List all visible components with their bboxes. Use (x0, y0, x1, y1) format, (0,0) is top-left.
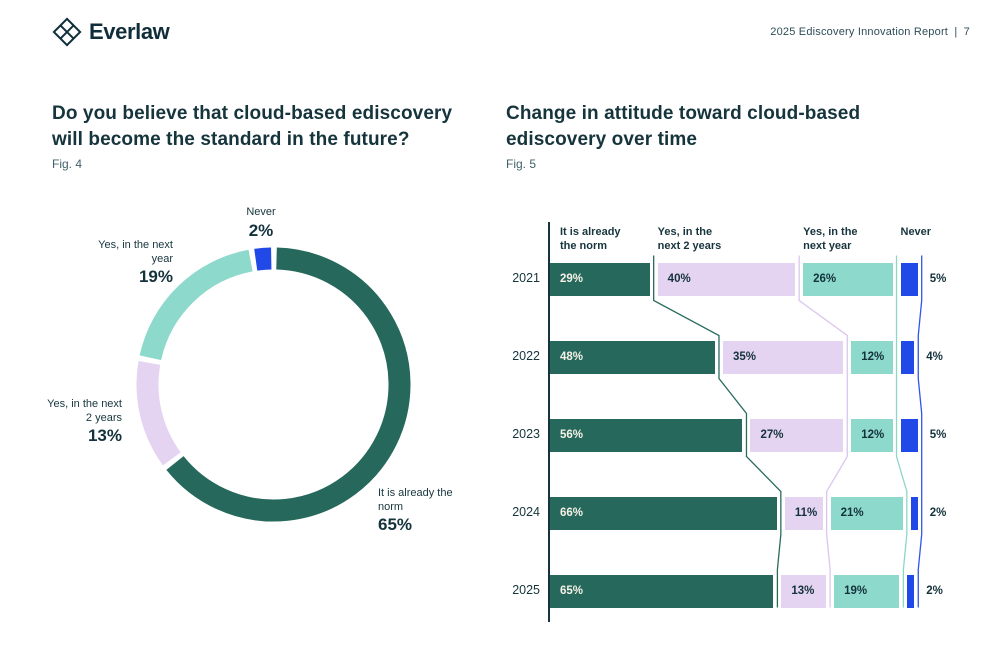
donut-label-never: Never 2% (216, 206, 306, 241)
bar-segment-2024-lavender (784, 496, 823, 530)
donut-segment-teal (166, 247, 411, 522)
bar-value-2021-mint: 26% (813, 272, 837, 285)
bar-segment-2022-mint (851, 340, 893, 374)
flow-line-blue (917, 255, 923, 608)
donut-label-already-norm: It is already the norm 65% (378, 487, 462, 535)
donut-label-next-2-years: Yes, in the next 2 years 13% (42, 398, 122, 446)
bar-value-2021-teal: 29% (560, 272, 584, 285)
year-label-2021: 2021 (512, 271, 540, 285)
year-label-2024: 2024 (512, 505, 540, 519)
fig5-label: Fig. 5 (506, 157, 537, 171)
donut-label-text: Yes, in the next year (98, 239, 173, 265)
bar-segment-2024-teal (550, 496, 777, 530)
bar-value-2023-mint: 12% (861, 428, 885, 441)
bar-segment-2021-blue (900, 262, 918, 296)
bar-value-2024-teal: 66% (560, 506, 584, 519)
fig5-question-title: Change in attitude toward cloud-based ed… (506, 103, 861, 150)
bar-segment-2023-mint (851, 418, 893, 452)
bar-value-2025-blue: 2% (926, 584, 943, 597)
bar-segment-2025-blue (907, 574, 915, 608)
bar-chart-axis-line (548, 222, 550, 622)
bar-value-2024-blue: 2% (929, 506, 947, 519)
bar-segment-2025-lavender (781, 574, 827, 608)
donut-label-next-year: Yes, in the next year 19% (93, 239, 173, 287)
bar-segment-2025-mint (834, 574, 900, 608)
donut-label-percent: 65% (378, 515, 413, 534)
column-header-lavender: Yes, in the next 2 years (657, 226, 722, 252)
flow-connector-lines (653, 255, 923, 608)
flow-line-lavender (798, 255, 848, 608)
flow-line-teal (653, 255, 782, 608)
page-number: 7 (963, 26, 970, 38)
stacked-bar-chart: It is already the norm Yes, in the next 2… (512, 222, 968, 624)
bar-segment-2021-teal (550, 262, 650, 296)
year-label-2025: 2025 (512, 583, 540, 597)
donut-label-percent: 19% (138, 267, 173, 286)
fig4-label: Fig. 4 (52, 157, 83, 171)
everlaw-logo: Everlaw (52, 17, 170, 47)
bar-value-2021-blue: 5% (929, 272, 947, 285)
bar-segment-2023-teal (550, 418, 743, 452)
bar-segment-2025-teal (550, 574, 774, 608)
bar-value-2023-lavender: 27% (760, 428, 784, 441)
bar-value-2022-blue: 4% (926, 350, 943, 363)
bar-segment-2021-lavender (657, 262, 796, 296)
bar-value-2022-teal: 48% (560, 350, 584, 363)
report-title: 2025 Ediscovery Innovation Report (770, 26, 949, 38)
bar-value-2025-teal: 65% (560, 584, 584, 597)
donut-label-text: Yes, in the next 2 years (47, 398, 122, 424)
donut-segment-lavender (136, 361, 181, 466)
fig4-question-title: Do you believe that cloud-based ediscove… (52, 103, 453, 150)
donut-label-text: It is already the norm (378, 487, 453, 513)
bar-value-2023-blue: 5% (929, 428, 947, 441)
bar-value-2022-mint: 12% (861, 350, 885, 363)
report-header-meta: 2025 Ediscovery Innovation Report | 7 (767, 26, 970, 38)
column-header-mint: Yes, in the next year (803, 226, 858, 252)
bar-segment-2024-mint (830, 496, 903, 530)
bar-chart-plot-area: It is already the norm Yes, in the next 2… (512, 222, 950, 624)
donut-label-percent: 13% (87, 426, 122, 445)
bar-segment-2022-blue (900, 340, 915, 374)
logo-wordmark: Everlaw (89, 19, 170, 44)
header-separator: | (954, 26, 958, 38)
flow-line-mint (895, 255, 908, 608)
donut-segment-mint (139, 249, 253, 361)
donut-chart (136, 247, 411, 522)
bar-segment-2021-mint (803, 262, 893, 296)
column-header-blue: Never (900, 226, 932, 238)
year-label-2022: 2022 (512, 349, 540, 363)
bar-segment-2023-blue (900, 418, 918, 452)
bar-segment-2022-lavender (722, 340, 844, 374)
bar-value-2024-mint: 21% (840, 506, 864, 519)
bar-value-2021-lavender: 40% (667, 272, 691, 285)
bar-segment-2024-blue (910, 496, 918, 530)
donut-label-percent: 2% (248, 220, 274, 240)
bar-segment-2023-lavender (750, 418, 844, 452)
bar-value-2024-lavender: 11% (794, 506, 818, 519)
donut-segment-blue (254, 247, 272, 271)
donut-label-text: Never (246, 206, 276, 218)
column-header-teal: It is already the norm (560, 226, 621, 252)
bar-value-2025-lavender: 13% (791, 584, 815, 597)
year-label-2023: 2023 (512, 427, 540, 441)
bar-value-2022-lavender: 35% (732, 350, 756, 363)
everlaw-gem-icon (52, 17, 82, 47)
bar-value-2023-teal: 56% (560, 428, 584, 441)
bar-segment-2022-teal (550, 340, 715, 374)
bar-value-2025-mint: 19% (844, 584, 868, 597)
